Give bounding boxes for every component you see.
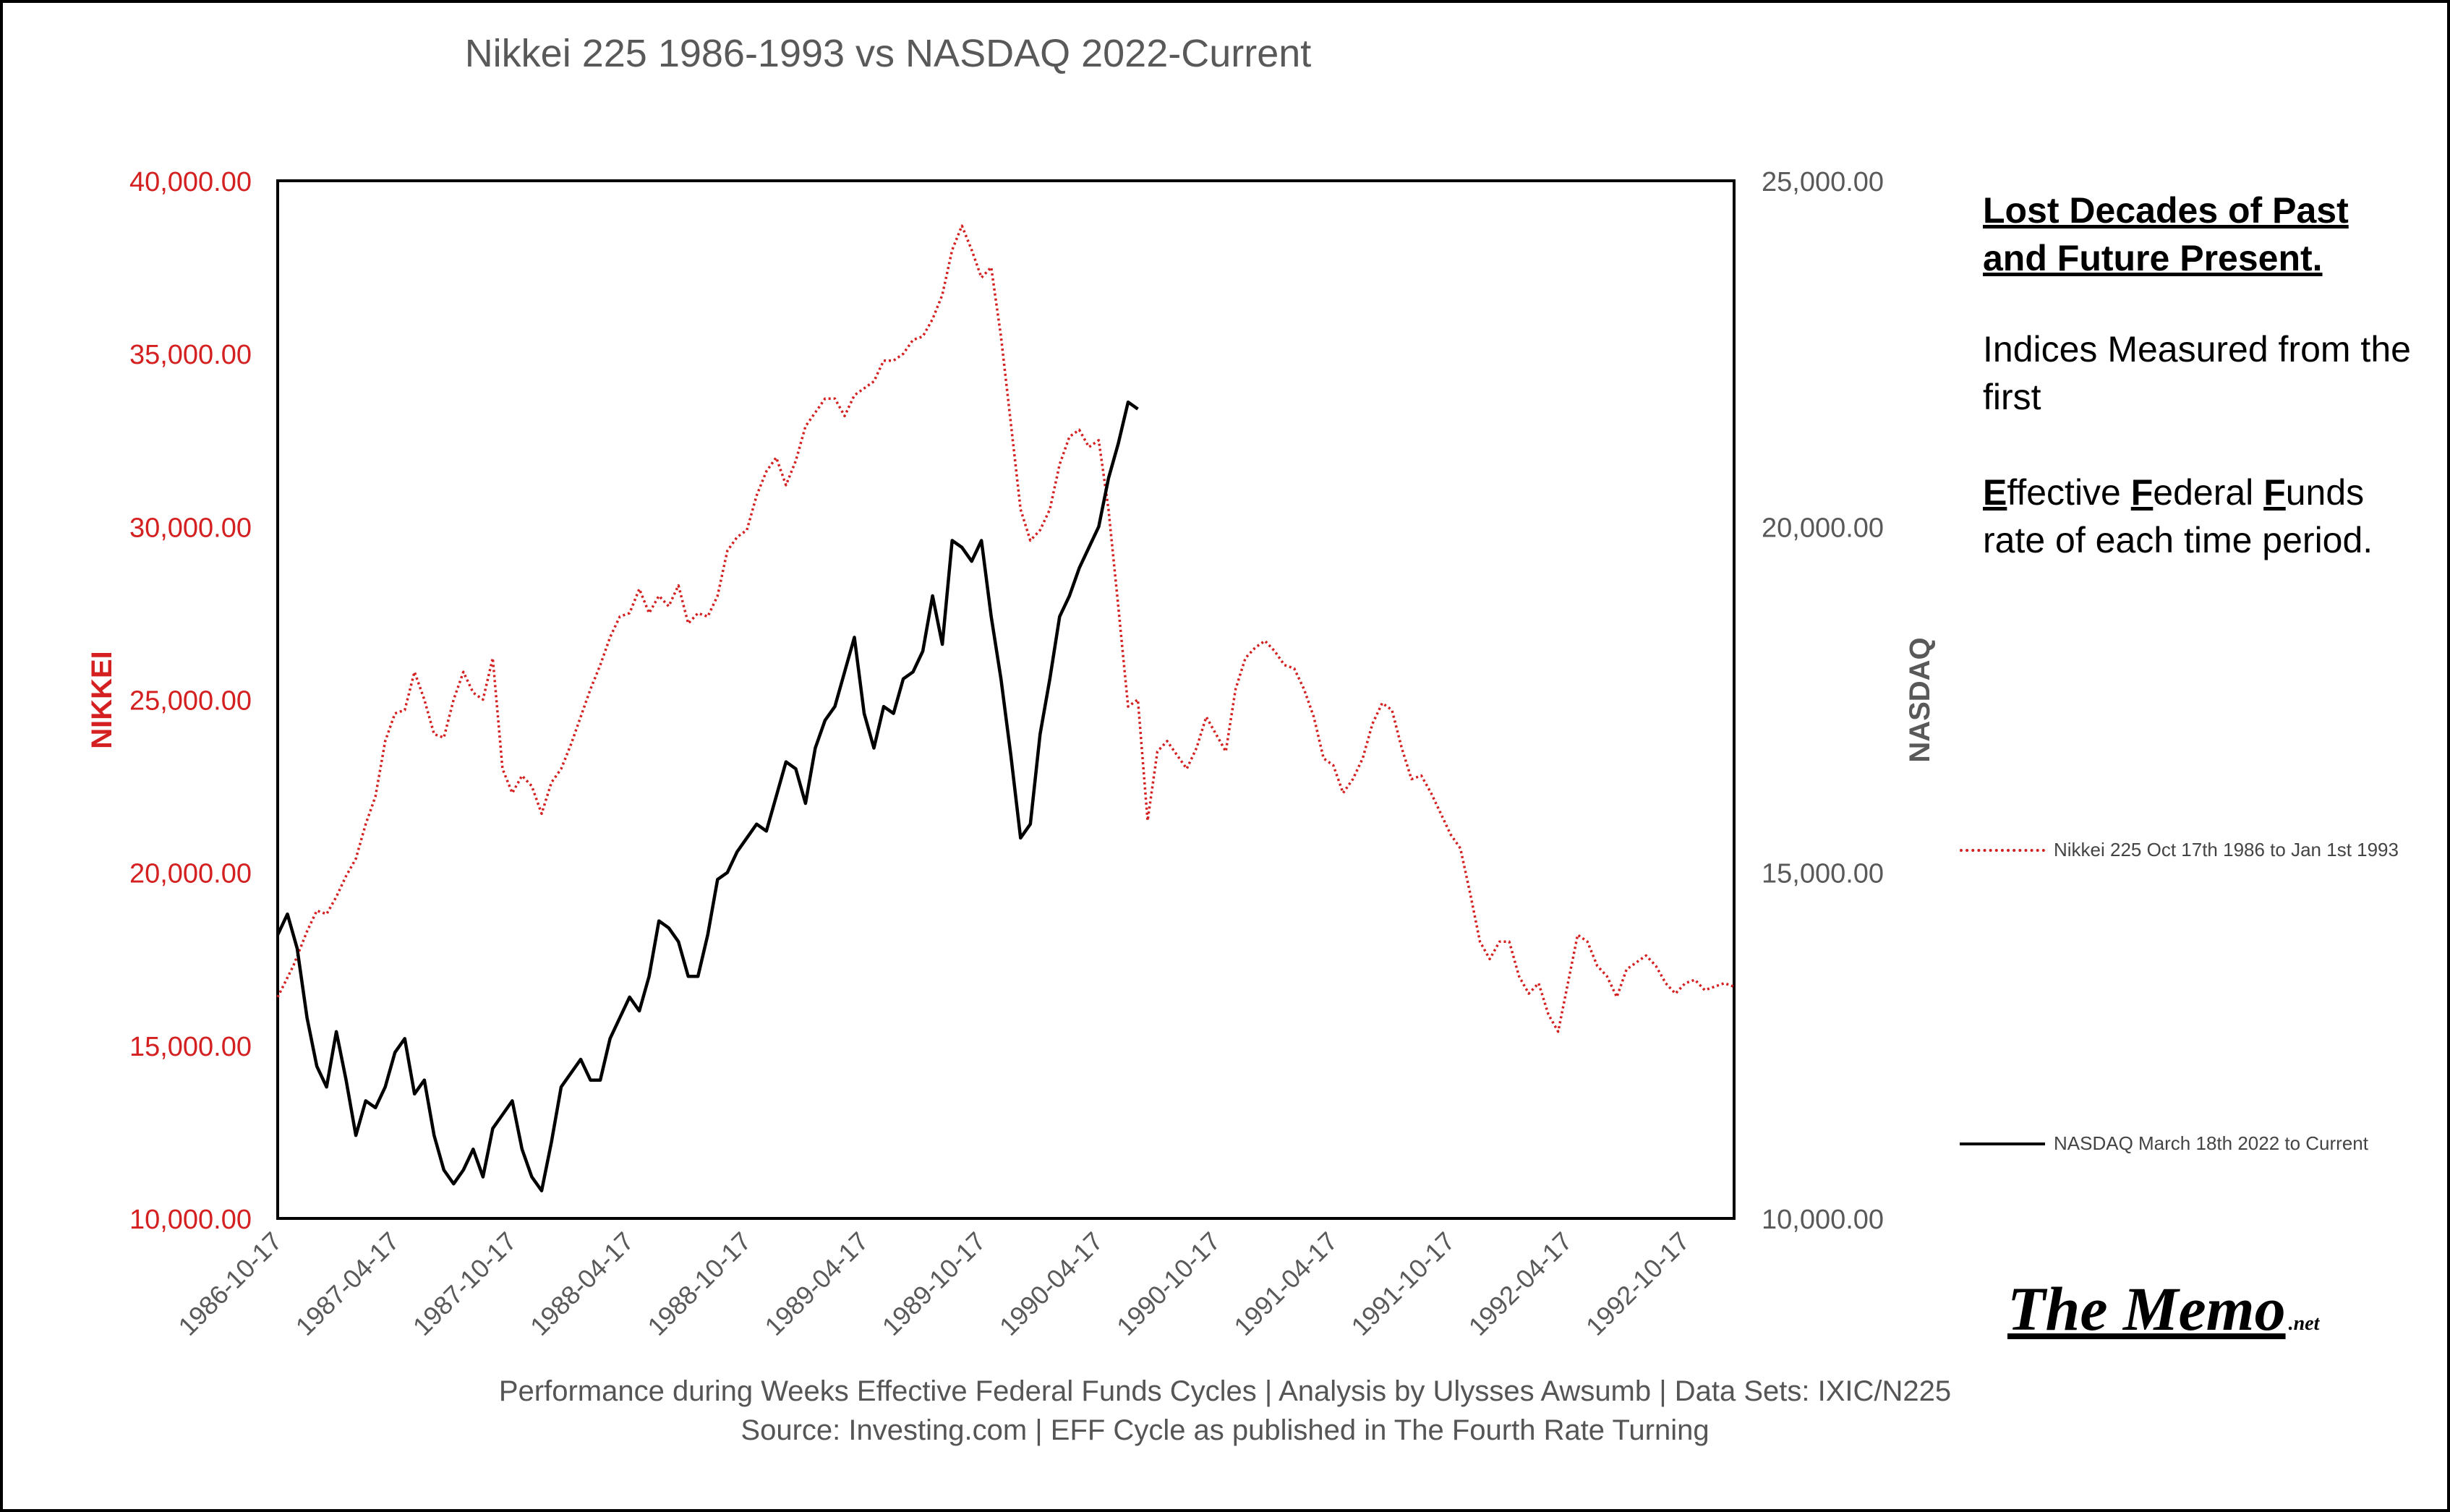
eff-word-2: ederal [2153, 472, 2264, 513]
legend-label-nikkei: Nikkei 225 Oct 17th 1986 to Jan 1st 1993 [2054, 839, 2399, 860]
eff-word-3: unds [2285, 472, 2365, 513]
left-axis-ticks: 10,000.00 15,000.00 20,000.00 25,000.00 30,0… [129, 167, 252, 1235]
note-eff: Effective Federal Funds rate of each tim… [1983, 469, 2446, 564]
x-tick-label: 1990-04-17 [994, 1226, 1109, 1341]
series-layer [276, 224, 1735, 1192]
nasdaq-series-line [276, 400, 1139, 1192]
x-tick-label: 1992-04-17 [1463, 1226, 1578, 1341]
x-tick-label: 1991-04-17 [1228, 1226, 1343, 1341]
logo-main: The Memo [2007, 1274, 2286, 1344]
left-tick-label: 25,000.00 [129, 686, 252, 717]
x-tick-label: 1987-10-17 [407, 1226, 522, 1341]
right-tick-label: 15,000.00 [1762, 859, 1884, 889]
left-tick-label: 40,000.00 [129, 167, 252, 197]
eff-letter-f1: F [2130, 472, 2154, 513]
x-tick-label: 1986-10-17 [172, 1226, 287, 1341]
left-axis-label: NIKKEI [86, 651, 118, 749]
note-eff-line2: rate of each time period. [1983, 520, 2373, 560]
right-tick-label: 10,000.00 [1762, 1205, 1884, 1235]
right-axis-label: NASDAQ [1904, 637, 1936, 762]
eff-letter-f2: F [2263, 472, 2286, 513]
right-tick-label: 20,000.00 [1762, 513, 1884, 543]
left-tick-label: 30,000.00 [129, 513, 252, 543]
note-eff-line1: Effective Federal Funds [1983, 472, 2364, 513]
nikkei-series-line [276, 224, 1735, 1033]
source-line-2: Source: Investing.com | EFF Cycle as pub… [740, 1414, 1710, 1446]
eff-letter-e: E [1983, 472, 2007, 513]
right-tick-label: 25,000.00 [1762, 167, 1884, 197]
x-tick-label: 1990-10-17 [1111, 1226, 1226, 1341]
note-measured: Indices Measured from the first [1983, 329, 2411, 417]
logo-suffix: .net [2288, 1312, 2320, 1335]
legend-swatch-nikkei [1960, 849, 2045, 852]
x-tick-label: 1988-04-17 [524, 1226, 639, 1341]
eff-word-1: ffective [2007, 472, 2131, 513]
chart-title: Nikkei 225 1986-1993 vs NASDAQ 2022-Curr… [465, 32, 1312, 75]
note-title: Lost Decades of Past and Future Present. [1983, 190, 2349, 278]
right-axis-ticks: 10,000.00 15,000.00 20,000.00 25,000.00 [1762, 167, 1884, 1235]
x-tick-label: 1991-10-17 [1345, 1226, 1460, 1341]
the-memo-logo: The Memo .net [2007, 1273, 2319, 1345]
left-tick-label: 15,000.00 [129, 1032, 252, 1062]
x-axis-ticks: 1986-10-17 1987-04-17 1987-10-17 1988-04-17… [172, 1226, 1695, 1341]
source-line-1: Performance during Weeks Effective Feder… [498, 1375, 1952, 1407]
legend-label-nasdaq: NASDAQ March 18th 2022 to Current [2054, 1132, 2368, 1154]
left-tick-label: 10,000.00 [129, 1205, 252, 1235]
left-tick-label: 20,000.00 [129, 859, 252, 889]
legend-swatch-nasdaq [1960, 1142, 2045, 1145]
x-tick-label: 1989-10-17 [876, 1226, 991, 1341]
left-tick-label: 35,000.00 [129, 340, 252, 370]
x-tick-label: 1989-04-17 [759, 1226, 874, 1341]
x-tick-label: 1992-10-17 [1580, 1226, 1695, 1341]
x-tick-label: 1988-10-17 [641, 1226, 756, 1341]
x-tick-label: 1987-04-17 [290, 1226, 405, 1341]
plot-area-border [276, 179, 1736, 1220]
